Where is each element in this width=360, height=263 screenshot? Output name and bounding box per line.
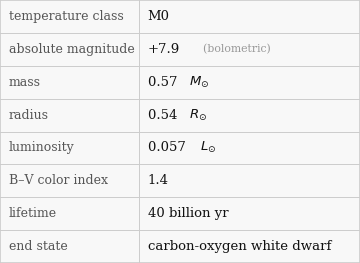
Text: (bolometric): (bolometric) [196, 44, 270, 54]
Text: carbon-oxygen white dwarf: carbon-oxygen white dwarf [148, 240, 331, 253]
Text: +7.9: +7.9 [148, 43, 180, 56]
Text: absolute magnitude: absolute magnitude [9, 43, 135, 56]
Text: radius: radius [9, 109, 49, 122]
Text: lifetime: lifetime [9, 207, 57, 220]
Text: temperature class: temperature class [9, 10, 124, 23]
Text: B–V color index: B–V color index [9, 174, 108, 187]
Text: 0.057: 0.057 [148, 141, 188, 154]
Text: $\mathit{L}_{\odot}$: $\mathit{L}_{\odot}$ [200, 140, 216, 155]
Text: M0: M0 [148, 10, 170, 23]
Text: $\mathit{M}_{\odot}$: $\mathit{M}_{\odot}$ [189, 75, 210, 90]
Text: mass: mass [9, 76, 41, 89]
Text: 1.4: 1.4 [148, 174, 168, 187]
Text: 0.54: 0.54 [148, 109, 180, 122]
Text: 0.57: 0.57 [148, 76, 180, 89]
Text: luminosity: luminosity [9, 141, 75, 154]
Text: end state: end state [9, 240, 68, 253]
Text: 40 billion yr: 40 billion yr [148, 207, 228, 220]
Text: $\mathit{R}_{\odot}$: $\mathit{R}_{\odot}$ [189, 108, 207, 123]
